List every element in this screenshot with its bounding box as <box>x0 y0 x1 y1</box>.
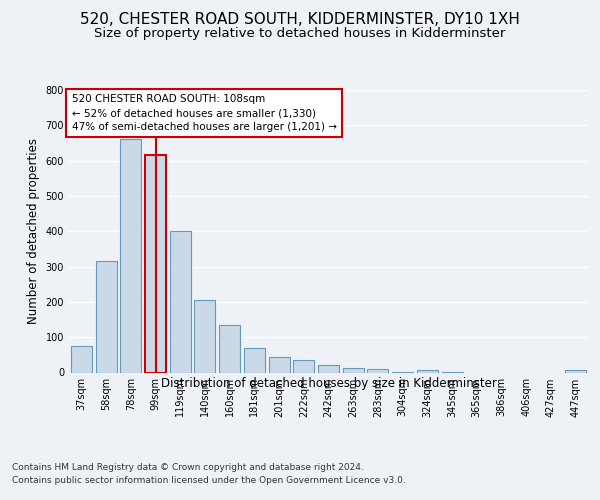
Bar <box>71 346 92 372</box>
Text: Distribution of detached houses by size in Kidderminster: Distribution of detached houses by size … <box>161 378 497 390</box>
Y-axis label: Number of detached properties: Number of detached properties <box>27 138 40 324</box>
Text: 520, CHESTER ROAD SOUTH, KIDDERMINSTER, DY10 1XH: 520, CHESTER ROAD SOUTH, KIDDERMINSTER, … <box>80 12 520 28</box>
Bar <box>194 300 215 372</box>
Bar <box>145 156 166 372</box>
Bar <box>95 262 116 372</box>
Bar <box>565 370 586 372</box>
Bar <box>244 348 265 372</box>
Bar <box>293 360 314 372</box>
Bar <box>170 231 191 372</box>
Bar <box>120 140 141 372</box>
Bar <box>219 325 240 372</box>
Bar <box>367 369 388 372</box>
Text: Size of property relative to detached houses in Kidderminster: Size of property relative to detached ho… <box>94 28 506 40</box>
Bar <box>269 356 290 372</box>
Bar <box>343 368 364 372</box>
Text: Contains public sector information licensed under the Open Government Licence v3: Contains public sector information licen… <box>12 476 406 485</box>
Text: Contains HM Land Registry data © Crown copyright and database right 2024.: Contains HM Land Registry data © Crown c… <box>12 462 364 471</box>
Bar <box>417 370 438 372</box>
Bar <box>318 366 339 372</box>
Text: 520 CHESTER ROAD SOUTH: 108sqm
← 52% of detached houses are smaller (1,330)
47% : 520 CHESTER ROAD SOUTH: 108sqm ← 52% of … <box>71 94 337 132</box>
